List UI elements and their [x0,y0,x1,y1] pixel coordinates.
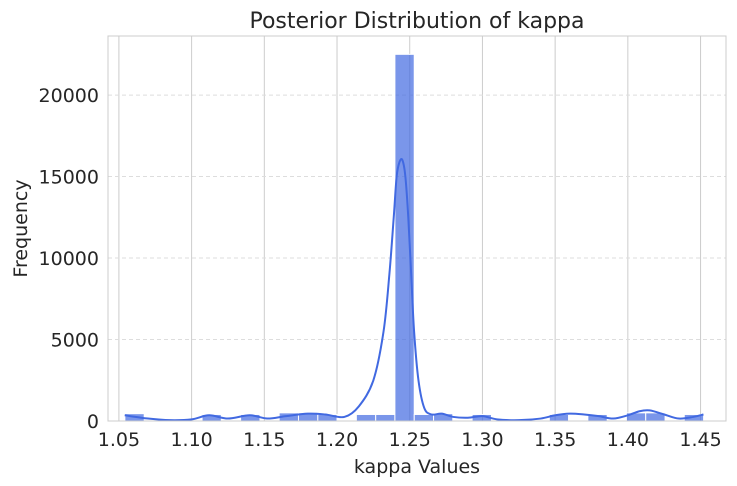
y-axis-label: Frequency [10,179,32,277]
histogram-bar [355,413,377,422]
histogram-bars [124,53,705,422]
y-tick-label: 5000 [51,330,99,352]
chart-title: Posterior Distribution of kappa [249,9,584,34]
y-tick-label: 15000 [39,167,99,189]
x-tick-label: 1.10 [170,429,212,451]
histogram-bar [413,413,435,422]
x-tick-label: 1.30 [461,429,503,451]
y-tick-label: 0 [87,411,99,433]
histogram-bar [394,53,415,422]
y-gridlines [108,94,726,341]
x-tick-label: 1.45 [679,429,721,451]
histogram-bar [375,413,396,422]
y-tick-labels: 0 5000 10000 15000 20000 [39,85,99,433]
kde-curve [124,157,704,422]
x-tick-label: 1.40 [607,429,649,451]
x-tick-label: 1.20 [316,429,358,451]
x-axis-label: kappa Values [354,456,480,478]
x-tick-label: 1.05 [98,429,140,451]
x-tick-label: 1.35 [534,429,576,451]
y-tick-label: 10000 [39,248,99,270]
x-tick-label: 1.25 [389,429,431,451]
x-tick-labels: 1.05 1.10 1.15 1.20 1.25 1.30 1.35 1.40 1.45 [98,429,722,451]
plot-frame [107,35,727,422]
x-tick-label: 1.15 [243,429,285,451]
y-tick-label: 20000 [39,85,99,107]
